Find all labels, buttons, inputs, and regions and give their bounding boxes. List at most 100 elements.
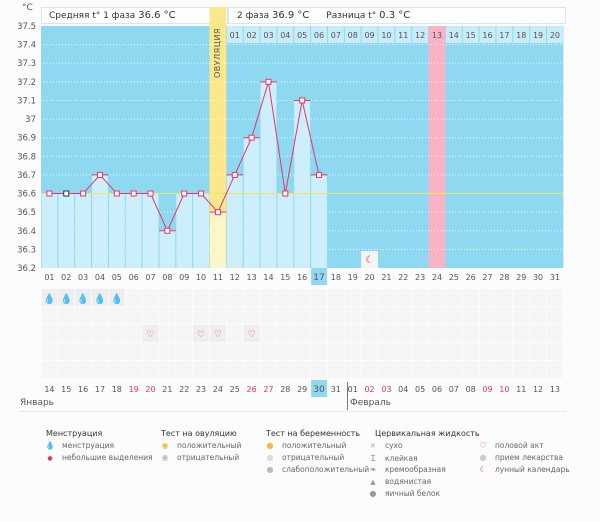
date-label: 23: [196, 385, 206, 394]
event-cell: [193, 361, 209, 378]
phase2-day-cell: [294, 26, 311, 43]
legend-label: половой акт: [495, 441, 544, 450]
y-tick-label: 37.4: [17, 41, 36, 51]
legend-menstruation: 💧 менструация: [44, 441, 114, 450]
phase2-day-label: 01: [230, 31, 240, 40]
event-cell: [294, 307, 311, 324]
event-cell: [92, 325, 108, 342]
legend-dry: × сухо: [367, 441, 403, 450]
small-drop-icon: ●: [47, 455, 53, 462]
event-cell: [412, 307, 429, 324]
egg-white-icon: ●: [369, 489, 377, 498]
temperature-bar: [260, 81, 277, 268]
event-cell: [395, 361, 412, 378]
temperature-point: [282, 190, 289, 197]
temperature-point: [214, 209, 221, 216]
cycle-day-label: 15: [280, 273, 290, 282]
event-cell: [395, 307, 412, 324]
cycle-day-label: 25: [449, 273, 459, 282]
event-cell: [344, 361, 361, 378]
event-cell: [75, 361, 92, 378]
temperature-bar: [294, 100, 311, 268]
cycle-day-label: 29: [516, 273, 526, 282]
event-cell: [429, 343, 445, 360]
event-cell: [513, 307, 530, 324]
cycle-day-label: 18: [331, 273, 341, 282]
event-cell: [176, 343, 193, 360]
cycle-day-label: 26: [466, 273, 476, 282]
cycle-day-label: 08: [162, 273, 172, 282]
cycle-day-label: 21: [381, 273, 391, 282]
grey-sun-icon: ◉: [161, 453, 169, 462]
event-cell: [479, 289, 496, 306]
temperature-bar: [193, 193, 209, 268]
phase2-day-label: 09: [364, 31, 374, 40]
event-cell: [260, 361, 277, 378]
date-label: 01: [348, 385, 358, 394]
event-cell: [496, 325, 513, 342]
phase2-day-label: 15: [466, 31, 476, 40]
legend-label: сухо: [385, 441, 403, 450]
event-cell: [378, 307, 395, 324]
event-cell: [142, 343, 159, 360]
legend-label: лунный календарь: [495, 465, 570, 474]
event-cell: [260, 343, 277, 360]
legend-label: кремообразная: [385, 465, 446, 474]
event-cell: [193, 307, 209, 324]
cycle-day-label: 09: [179, 273, 189, 282]
event-cell: [344, 343, 361, 360]
event-cell: [344, 325, 361, 342]
date-label: 30: [313, 385, 325, 395]
event-cell: [530, 307, 546, 324]
event-cell: [530, 325, 546, 342]
event-cell: [210, 343, 226, 360]
event-cell: [41, 307, 58, 324]
event-cell: [176, 307, 193, 324]
cycle-day-label: 27: [482, 273, 492, 282]
event-cell: [142, 361, 159, 378]
phase1-label: Средняя t° 1 фаза: [49, 11, 136, 21]
event-cell: [513, 361, 530, 378]
phase2-day-cell: [445, 26, 462, 43]
heart-icon: ♡: [197, 330, 205, 340]
temperature-bar: [92, 174, 108, 268]
temperature-point: [299, 97, 306, 104]
event-cell: [41, 361, 58, 378]
legend-label: водянистая: [385, 477, 432, 486]
event-cell: [226, 343, 243, 360]
y-tick-label: 36.2: [17, 264, 36, 274]
event-cell: [429, 361, 445, 378]
highlight-column: [428, 26, 446, 268]
event-cell: [243, 361, 260, 378]
phase2-day-label: 20: [550, 31, 560, 40]
month-divider: [347, 382, 348, 410]
intercourse-cell: [193, 325, 209, 342]
event-cell: [429, 325, 445, 342]
temperature-bar: [176, 193, 193, 268]
legend-medication: ● прием лекарства: [477, 453, 564, 462]
phase2-summary: 2 фаза 36.9 °C Разница t° 0.3 °C: [228, 7, 566, 24]
event-cell: [496, 289, 513, 306]
event-cell: [547, 361, 563, 378]
intercourse-cell: [243, 325, 260, 342]
phase2-day-label: 16: [482, 31, 492, 40]
event-cell: [75, 307, 92, 324]
sun-icon: ◉: [161, 441, 169, 450]
date-label: 05: [415, 385, 425, 394]
temperature-point: [80, 190, 87, 197]
event-cell: [311, 361, 327, 378]
phase2-day-cell: [277, 26, 294, 43]
legend-label: небольшие выделения: [62, 453, 153, 462]
event-cell: [159, 307, 176, 324]
event-cell: [58, 343, 75, 360]
cycle-day-label: 10: [196, 273, 206, 282]
phase2-day-cell: [496, 26, 513, 43]
date-label: 18: [112, 385, 122, 394]
event-cell: [412, 361, 429, 378]
event-cell: [361, 343, 378, 360]
temperature-bar: [277, 193, 294, 268]
event-cell: [277, 307, 294, 324]
event-cell: [125, 325, 142, 342]
current-day-highlight: [311, 268, 327, 285]
